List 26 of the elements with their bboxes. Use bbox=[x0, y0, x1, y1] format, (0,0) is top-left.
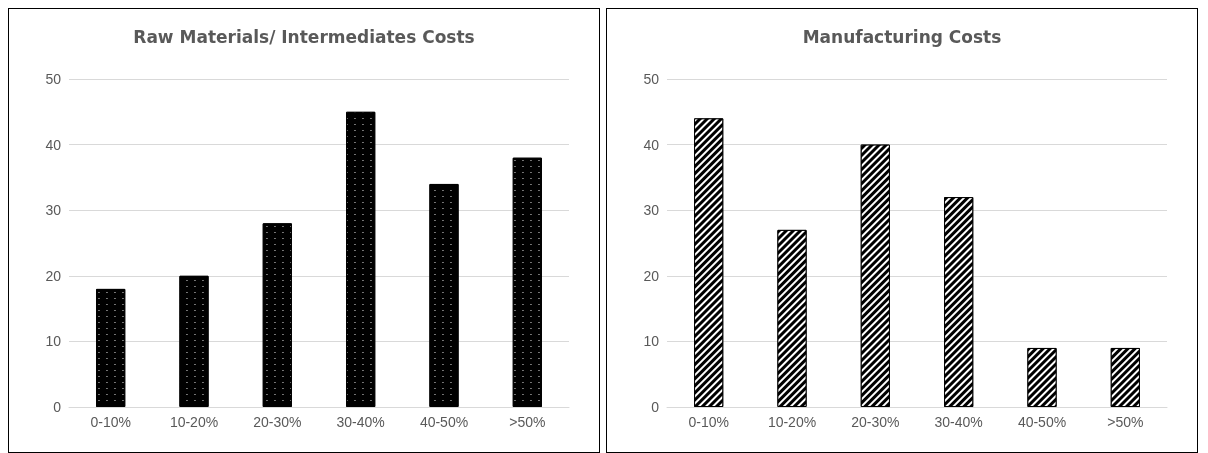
y-tick-label: 0 bbox=[651, 399, 660, 415]
chart-title: Raw Materials/ Intermediates Costs bbox=[133, 26, 475, 47]
y-tick-label: 10 bbox=[45, 333, 62, 350]
y-tick-label: 30 bbox=[45, 202, 62, 219]
x-tick-label: >50% bbox=[1107, 414, 1144, 430]
x-tick-label: 10-20% bbox=[169, 414, 219, 430]
y-tick-label: 0 bbox=[53, 399, 62, 415]
x-tick-label: 0-10% bbox=[688, 414, 729, 430]
y-tick-label: 10 bbox=[643, 333, 660, 350]
x-tick-label: 10-20% bbox=[767, 414, 817, 430]
x-tick-label: 30-40% bbox=[934, 414, 983, 430]
y-tick-label: 20 bbox=[45, 267, 62, 284]
x-tick-label: 40-50% bbox=[1017, 414, 1067, 430]
y-tick-label: 20 bbox=[643, 267, 660, 284]
x-tick-label: 30-40% bbox=[336, 414, 385, 430]
y-tick-label: 40 bbox=[643, 136, 660, 153]
chart-title: Manufacturing Costs bbox=[802, 26, 1002, 47]
y-tick-label: 40 bbox=[45, 136, 62, 153]
x-tick-label: 0-10% bbox=[90, 414, 131, 430]
x-tick-label: 20-30% bbox=[253, 414, 302, 430]
y-tick-label: 30 bbox=[643, 202, 660, 219]
x-tick-label: 20-30% bbox=[851, 414, 900, 430]
x-tick-label: 40-50% bbox=[419, 414, 469, 430]
x-tick-label: >50% bbox=[509, 414, 546, 430]
y-tick-label: 50 bbox=[45, 71, 62, 87]
y-tick-label: 50 bbox=[643, 71, 660, 87]
